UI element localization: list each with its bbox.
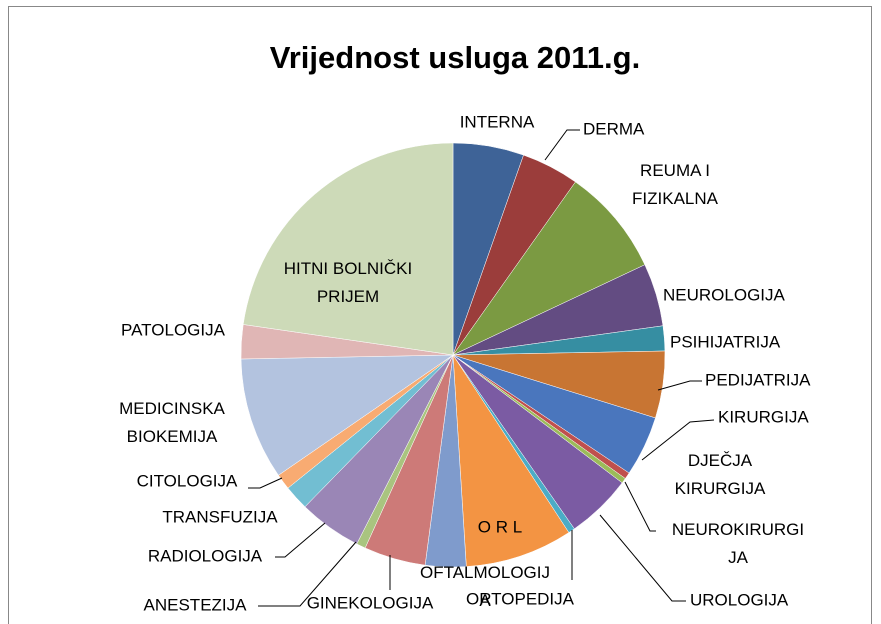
chart-title: Vrijednost usluga 2011.g. [270,40,640,75]
slice-label: GINEKOLOGIJA [307,593,434,612]
slice-label: RADIOLOGIJA [148,546,263,565]
label-line: FIZIKALNA [632,189,719,208]
slice-label: KIRURGIJA [718,407,809,426]
label-line: BIOKEMIJA [127,427,218,446]
slice-label: CITOLOGIJA [137,471,238,490]
label-line: KIRURGIJA [675,479,766,498]
leader-line [544,129,580,161]
label-line: REUMA I [640,161,710,180]
leader-line [258,541,357,607]
leader-line [657,380,702,391]
label-line: A [479,591,491,610]
pie-slice [240,354,454,476]
slice-label: HITNI BOLNIČKI PRIJEM [284,259,412,306]
label-line: DJEČJA [688,451,753,470]
leader-line [641,419,715,461]
leader-line [275,522,326,558]
label-line: NEUROKIRURGI [672,520,804,539]
slice-label: O R L [478,517,522,536]
slice-label: PEDIJATRIJA [705,370,811,389]
slice-label: INTERNA [460,112,535,131]
label-line: PRIJEM [317,287,379,306]
label-line: OFTALMOLOGIJ [420,563,550,582]
label-line: JA [728,548,749,567]
pie-slice [452,354,570,567]
slice-label: PATOLOGIJA [121,320,226,339]
slice-label: REUMA I FIZIKALNA [632,161,719,208]
slice-label: NEUROKIRURGI JA [672,520,804,567]
slice-label: MEDICINSKA BIOKEMIJA [119,399,225,446]
label-line: MEDICINSKA [119,399,225,418]
slice-label: DERMA [583,119,645,138]
slice-label: TRANSFUZIJA [162,507,278,526]
slice-label: PSIHIJATRIJA [670,332,781,351]
leader-line [599,514,686,602]
slice-label: NEUROLOGIJA [663,285,786,304]
leader-line [248,477,283,489]
leader-line [624,481,656,532]
pie-slice [242,142,454,356]
slice-label: ANESTEZIJA [144,595,248,614]
slice-label: UROLOGIJA [690,590,789,609]
slice-label: OFTALMOLOGIJ A [420,563,550,610]
slice-label: DJEČJA KIRURGIJA [675,451,766,498]
label-line: HITNI BOLNIČKI [284,259,412,278]
slice-label: ORTOPEDIJA [466,589,575,608]
pie-slice [452,181,646,356]
